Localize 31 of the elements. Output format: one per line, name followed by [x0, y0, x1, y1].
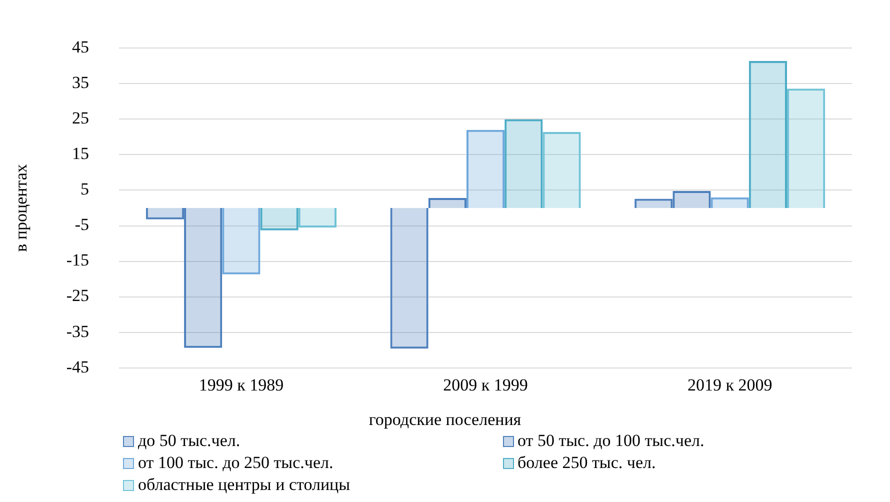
bar [466, 130, 505, 208]
legend-label: от 50 тыс. до 100 тыс.чел. [518, 430, 704, 452]
y-tick-label: -15 [66, 250, 90, 270]
y-tick-label: 5 [80, 180, 90, 199]
bar [298, 208, 336, 228]
bar [787, 88, 826, 208]
y-tick-label: -35 [66, 322, 90, 341]
y-tick-label: -5 [74, 215, 90, 234]
bar [748, 60, 788, 208]
bar [710, 197, 749, 208]
bar [390, 208, 428, 349]
x-tick-label: 2009 к 1999 [443, 375, 528, 394]
y-tick-label: 45 [72, 38, 90, 57]
x-axis-title: городские поселения [368, 410, 522, 430]
x-tick-label: 2019 к 2009 [687, 375, 772, 394]
y-tick-label: -45 [66, 357, 90, 376]
bar [428, 198, 466, 208]
y-tick-label: 35 [72, 73, 90, 92]
bar [222, 208, 260, 274]
bar [260, 208, 298, 230]
bar [542, 132, 581, 208]
x-tick-label: 1999 к 1989 [198, 375, 284, 394]
legend-label: более 250 тыс. чел. [518, 452, 656, 474]
legend-label: областные центры и столицы [138, 474, 350, 496]
y-axis-title: в процентах [12, 164, 31, 252]
legend-label: от 100 тыс. до 250 тыс.чел. [138, 452, 334, 474]
y-tick-label: -25 [66, 286, 90, 306]
y-tick-label: 25 [72, 108, 90, 128]
bar [504, 119, 543, 208]
legend-label: до 50 тыс.чел. [138, 430, 240, 452]
y-tick-label: 15 [72, 144, 90, 164]
